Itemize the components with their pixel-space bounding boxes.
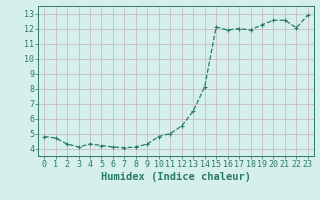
X-axis label: Humidex (Indice chaleur): Humidex (Indice chaleur) xyxy=(101,172,251,182)
